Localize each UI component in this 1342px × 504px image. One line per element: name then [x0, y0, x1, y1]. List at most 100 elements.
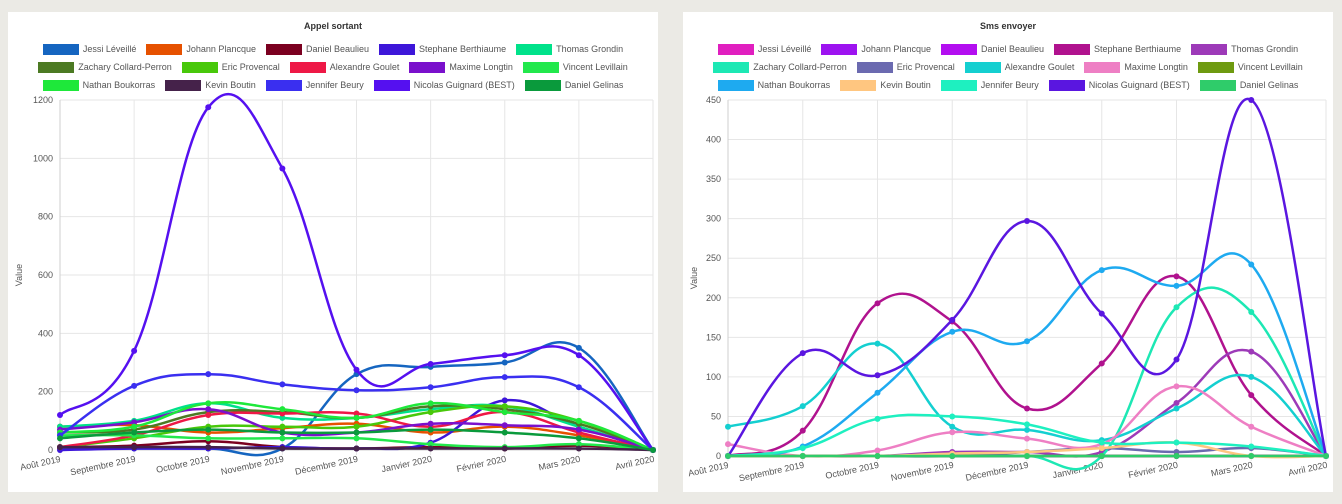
- data-point[interactable]: [874, 300, 881, 307]
- data-point[interactable]: [501, 397, 508, 404]
- data-point[interactable]: [725, 453, 731, 459]
- legend-item-eric-provencal[interactable]: Eric Provencal: [856, 60, 955, 74]
- data-point[interactable]: [131, 419, 138, 426]
- data-point[interactable]: [1098, 360, 1105, 367]
- data-point[interactable]: [279, 165, 286, 172]
- data-point[interactable]: [725, 423, 731, 430]
- data-point[interactable]: [799, 445, 806, 452]
- data-point[interactable]: [575, 426, 582, 433]
- data-point[interactable]: [874, 415, 881, 422]
- data-point[interactable]: [353, 429, 360, 436]
- legend-item-daniel-gelinas[interactable]: Daniel Gelinas: [524, 78, 623, 92]
- data-point[interactable]: [205, 371, 212, 378]
- legend-item-vincent-levillain[interactable]: Vincent Levillain: [522, 60, 628, 74]
- data-point[interactable]: [205, 426, 212, 433]
- data-point[interactable]: [949, 453, 956, 459]
- legend-item-jennifer-beury[interactable]: Jennifer Beury: [940, 78, 1039, 92]
- data-point[interactable]: [279, 381, 286, 388]
- legend-item-nicolas-guignard-best[interactable]: Nicolas Guignard (BEST): [373, 78, 515, 92]
- data-point[interactable]: [131, 429, 138, 436]
- data-point[interactable]: [1248, 423, 1255, 430]
- legend-item-zachary-collard-perron[interactable]: Zachary Collard-Perron: [713, 60, 847, 74]
- data-point[interactable]: [1173, 383, 1180, 390]
- legend-item-johann-plancque[interactable]: Johann Plancque: [821, 42, 931, 56]
- data-point[interactable]: [1248, 443, 1255, 450]
- data-point[interactable]: [1173, 273, 1180, 280]
- data-point[interactable]: [874, 447, 881, 454]
- legend-item-daniel-gelinas[interactable]: Daniel Gelinas: [1199, 78, 1298, 92]
- legend-item-nicolas-guignard-best[interactable]: Nicolas Guignard (BEST): [1048, 78, 1190, 92]
- data-point[interactable]: [949, 423, 956, 430]
- data-point[interactable]: [874, 453, 881, 459]
- data-point[interactable]: [949, 328, 956, 335]
- data-point[interactable]: [427, 360, 434, 367]
- data-point[interactable]: [1173, 282, 1180, 289]
- data-point[interactable]: [353, 423, 360, 430]
- data-point[interactable]: [205, 435, 212, 442]
- data-point[interactable]: [1173, 304, 1180, 311]
- legend-item-alexandre-goulet[interactable]: Alexandre Goulet: [964, 60, 1074, 74]
- data-point[interactable]: [427, 420, 434, 427]
- legend-item-vincent-levillain[interactable]: Vincent Levillain: [1197, 60, 1303, 74]
- data-point[interactable]: [501, 422, 508, 429]
- data-point[interactable]: [1173, 399, 1180, 406]
- data-point[interactable]: [1173, 453, 1180, 459]
- data-point[interactable]: [725, 441, 731, 448]
- legend-item-nathan-boukorras[interactable]: Nathan Boukorras: [717, 78, 830, 92]
- legend-item-kevin-boutin[interactable]: Kevin Boutin: [840, 78, 931, 92]
- data-point[interactable]: [205, 104, 212, 111]
- data-point[interactable]: [427, 384, 434, 391]
- data-point[interactable]: [1024, 426, 1030, 433]
- data-point[interactable]: [279, 406, 286, 413]
- data-point[interactable]: [1024, 435, 1030, 442]
- data-point[interactable]: [131, 444, 138, 451]
- data-point[interactable]: [575, 445, 582, 452]
- legend-item-jessi-leveille[interactable]: Jessi Léveillé: [42, 42, 136, 56]
- data-point[interactable]: [501, 429, 508, 436]
- data-point[interactable]: [205, 406, 212, 413]
- data-point[interactable]: [501, 409, 508, 416]
- data-point[interactable]: [353, 445, 360, 452]
- data-point[interactable]: [57, 435, 63, 442]
- legend-item-eric-provencal[interactable]: Eric Provencal: [181, 60, 280, 74]
- data-point[interactable]: [1173, 405, 1180, 412]
- legend-item-alexandre-goulet[interactable]: Alexandre Goulet: [289, 60, 399, 74]
- data-point[interactable]: [353, 414, 360, 421]
- legend-item-stephane-berthiaume[interactable]: Stephane Berthiaume: [379, 42, 506, 56]
- data-point[interactable]: [279, 445, 286, 452]
- data-point[interactable]: [575, 352, 582, 359]
- legend-item-kevin-boutin[interactable]: Kevin Boutin: [165, 78, 256, 92]
- data-point[interactable]: [1173, 439, 1180, 446]
- data-point[interactable]: [57, 444, 63, 451]
- legend-item-maxime-longtin[interactable]: Maxime Longtin: [1084, 60, 1188, 74]
- data-point[interactable]: [1248, 97, 1255, 103]
- data-point[interactable]: [1248, 392, 1255, 399]
- data-point[interactable]: [1248, 309, 1255, 316]
- data-point[interactable]: [575, 435, 582, 442]
- data-point[interactable]: [575, 384, 582, 391]
- legend-item-nathan-boukorras[interactable]: Nathan Boukorras: [42, 78, 155, 92]
- data-point[interactable]: [205, 400, 212, 407]
- data-point[interactable]: [1024, 405, 1030, 412]
- data-point[interactable]: [353, 387, 360, 394]
- data-point[interactable]: [279, 414, 286, 421]
- data-point[interactable]: [131, 423, 138, 430]
- data-point[interactable]: [279, 410, 286, 417]
- data-point[interactable]: [575, 417, 582, 424]
- data-point[interactable]: [575, 344, 582, 351]
- data-point[interactable]: [949, 413, 956, 420]
- data-point[interactable]: [427, 400, 434, 407]
- data-point[interactable]: [427, 441, 434, 448]
- data-point[interactable]: [1248, 261, 1255, 268]
- data-point[interactable]: [205, 444, 212, 451]
- data-point[interactable]: [353, 366, 360, 373]
- data-point[interactable]: [949, 429, 956, 436]
- data-point[interactable]: [205, 412, 212, 418]
- data-point[interactable]: [279, 435, 286, 442]
- legend-item-jessi-leveille[interactable]: Jessi Léveillé: [717, 42, 811, 56]
- data-point[interactable]: [501, 403, 508, 410]
- data-point[interactable]: [1248, 373, 1255, 380]
- data-point[interactable]: [427, 445, 434, 452]
- data-point[interactable]: [279, 429, 286, 436]
- data-point[interactable]: [874, 389, 881, 396]
